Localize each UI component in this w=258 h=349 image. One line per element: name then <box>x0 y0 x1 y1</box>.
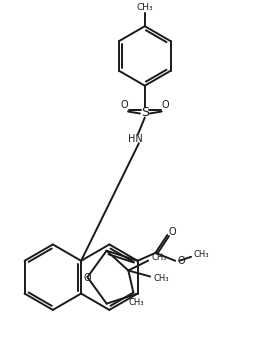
Text: CH₃: CH₃ <box>151 253 167 262</box>
Text: CH₃: CH₃ <box>128 298 144 307</box>
Text: S: S <box>141 106 149 119</box>
Text: O: O <box>162 99 170 110</box>
Text: O: O <box>177 256 185 266</box>
Text: CH₃: CH₃ <box>136 3 153 12</box>
Text: CH₃: CH₃ <box>153 274 169 283</box>
Text: O: O <box>84 273 91 283</box>
Text: HN: HN <box>127 134 142 144</box>
Text: CH₃: CH₃ <box>193 250 209 259</box>
Text: O: O <box>120 99 128 110</box>
Text: O: O <box>168 227 176 237</box>
